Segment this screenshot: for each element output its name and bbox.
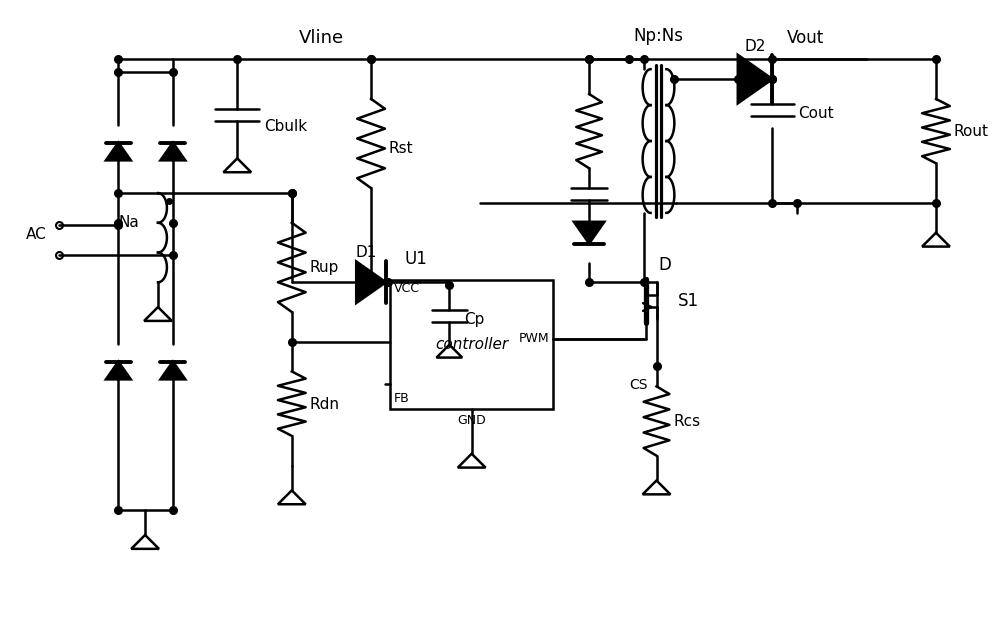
Text: PWM: PWM [519,332,549,345]
Text: D1: D1 [355,246,377,261]
Text: Na: Na [118,215,139,230]
Text: Rst: Rst [389,141,414,156]
Text: Rdn: Rdn [310,397,340,412]
Text: AC: AC [26,227,46,242]
Text: U1: U1 [405,251,428,268]
Polygon shape [160,361,185,379]
Text: Np:Ns: Np:Ns [633,27,683,45]
Polygon shape [160,142,185,160]
Text: GND: GND [457,414,486,427]
Text: Cbulk: Cbulk [264,119,307,134]
Text: Cout: Cout [798,106,834,121]
Polygon shape [738,55,772,103]
Text: D: D [658,256,671,274]
Text: D2: D2 [745,39,766,54]
Text: Vline: Vline [299,29,344,47]
Text: S1: S1 [678,292,699,310]
Text: Cp: Cp [464,312,485,327]
Text: FB: FB [394,392,410,405]
Bar [390,281,553,409]
Text: controller: controller [435,337,508,352]
Text: Rcs: Rcs [673,414,700,429]
Polygon shape [574,222,604,244]
Polygon shape [356,261,386,303]
Polygon shape [106,142,131,160]
Text: Vout: Vout [787,29,825,47]
Text: VCC: VCC [394,282,420,295]
Text: Rout: Rout [954,124,989,139]
Text: CS: CS [629,378,648,392]
Polygon shape [106,361,131,379]
Text: Rup: Rup [310,260,339,275]
